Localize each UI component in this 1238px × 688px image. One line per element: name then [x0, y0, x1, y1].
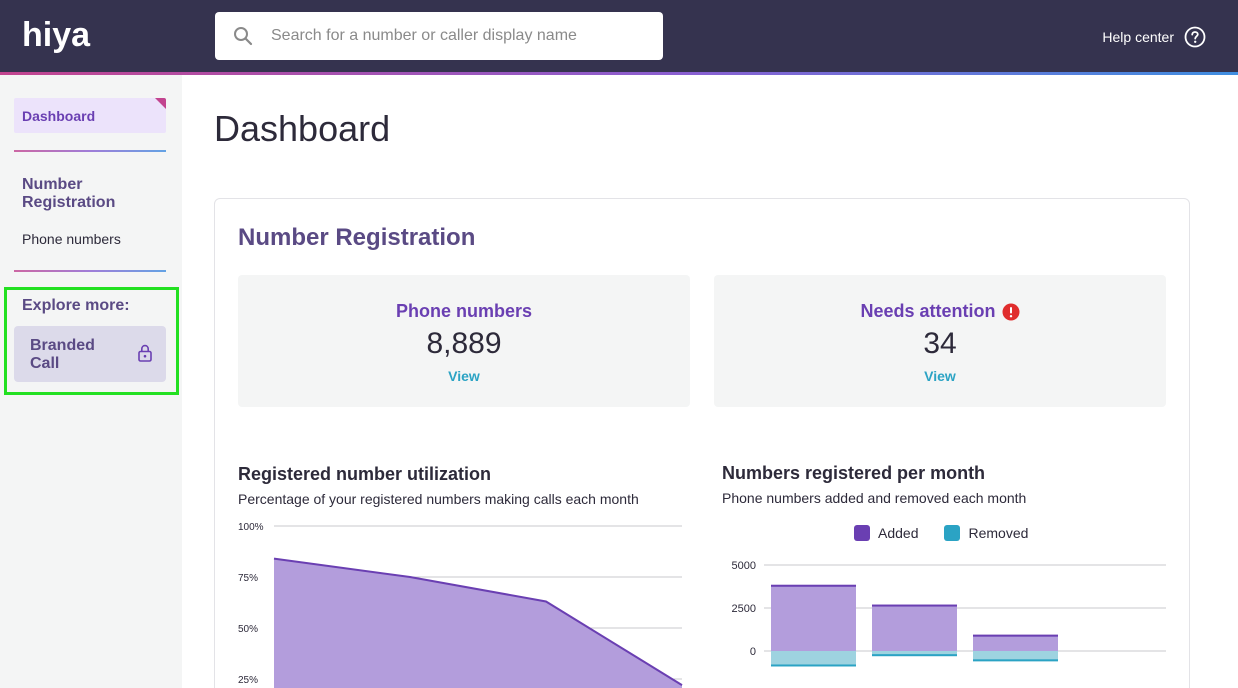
stat-needs-attention: Needs attention 34 View [714, 275, 1166, 407]
bar-added [771, 584, 856, 651]
hiya-logo[interactable]: hiya [22, 16, 102, 56]
legend-label: Added [878, 525, 919, 541]
y-tick-label: 2500 [732, 603, 756, 615]
help-center-label: Help center [1102, 29, 1174, 45]
bar-removed-bottom [872, 654, 957, 657]
utilization-chart-title: Registered number utilization [238, 464, 492, 484]
active-corner-marker [155, 98, 166, 109]
bar-removed-bottom [973, 659, 1058, 662]
search-input[interactable] [271, 27, 641, 45]
sidebar-item-branded-call[interactable]: Branded Call [14, 326, 166, 382]
logo-text: hiya [22, 16, 91, 54]
legend-swatch-removed [944, 525, 961, 541]
sidebar-divider [14, 150, 166, 152]
card-title: Number Registration [238, 224, 476, 251]
stat-label: Phone numbers [238, 301, 690, 322]
search-bar[interactable] [215, 12, 663, 60]
legend-item-removed: Removed [944, 525, 1028, 541]
view-needs-attention-link[interactable]: View [924, 368, 956, 384]
y-tick-label: 75% [238, 573, 258, 584]
utilization-chart-subtitle: Percentage of your registered numbers ma… [238, 491, 639, 507]
legend-swatch-added [854, 525, 870, 541]
sidebar-section-title: Number Registration [22, 176, 116, 211]
area-line [273, 557, 683, 686]
stat-value: 34 [923, 327, 957, 360]
stat-label-text: Needs attention [860, 301, 996, 321]
sidebar: Dashboard Number Registration Phone numb… [0, 75, 182, 688]
legend-label: Removed [968, 525, 1029, 541]
chart-legend: Added Removed [854, 525, 1054, 541]
y-tick-label: 50% [238, 624, 258, 635]
y-tick-label: 0 [750, 646, 756, 658]
explore-more-title: Explore more: [22, 297, 130, 314]
help-circle-icon [1184, 26, 1206, 48]
y-tick-label: 5000 [732, 560, 756, 572]
page-title: Dashboard [214, 108, 391, 149]
y-tick-label: 25% [238, 675, 258, 686]
sidebar-item-label: Dashboard [22, 107, 96, 124]
stat-phone-numbers: Phone numbers 8,889 View [238, 275, 690, 407]
bar-removed [771, 651, 856, 667]
header-accent-line [0, 72, 1238, 75]
y-tick-label: 100% [238, 522, 264, 533]
bar-removed-bottom [771, 664, 856, 667]
bar-removed [973, 651, 1058, 662]
legend-item-added: Added [854, 525, 918, 541]
stat-label: Needs attention [714, 301, 1166, 322]
sidebar-item-dashboard[interactable]: Dashboard [14, 98, 166, 133]
help-center-link[interactable]: Help center [1102, 26, 1206, 48]
branded-call-label: Branded Call [30, 337, 95, 372]
bar-added-top [771, 584, 856, 587]
registered-chart-subtitle: Phone numbers added and removed each mon… [722, 490, 1027, 506]
stat-label-text: Phone numbers [395, 301, 533, 321]
utilization-area-chart: 100% 75% 50% 25% [238, 522, 683, 688]
bar-removed [872, 651, 957, 657]
bar-added [973, 634, 1058, 651]
explore-more-section: Explore more: Branded Call [4, 287, 179, 395]
top-bar: hiya Help center [0, 0, 1238, 72]
lock-icon [138, 344, 152, 362]
stat-value: 8,889 [426, 327, 502, 360]
view-phone-numbers-link[interactable]: View [448, 368, 480, 384]
bar-added-top [973, 634, 1058, 637]
registered-bar-chart: 5000 2500 0 [732, 560, 1166, 667]
sidebar-item-phone-numbers[interactable]: Phone numbers [22, 231, 121, 247]
bar-added-top [872, 604, 957, 607]
alert-icon [1002, 303, 1020, 320]
registered-chart-title: Numbers registered per month [722, 463, 986, 483]
bar-added [872, 604, 957, 651]
search-icon [215, 12, 271, 60]
sidebar-divider [14, 270, 166, 272]
area-fill [274, 558, 682, 688]
